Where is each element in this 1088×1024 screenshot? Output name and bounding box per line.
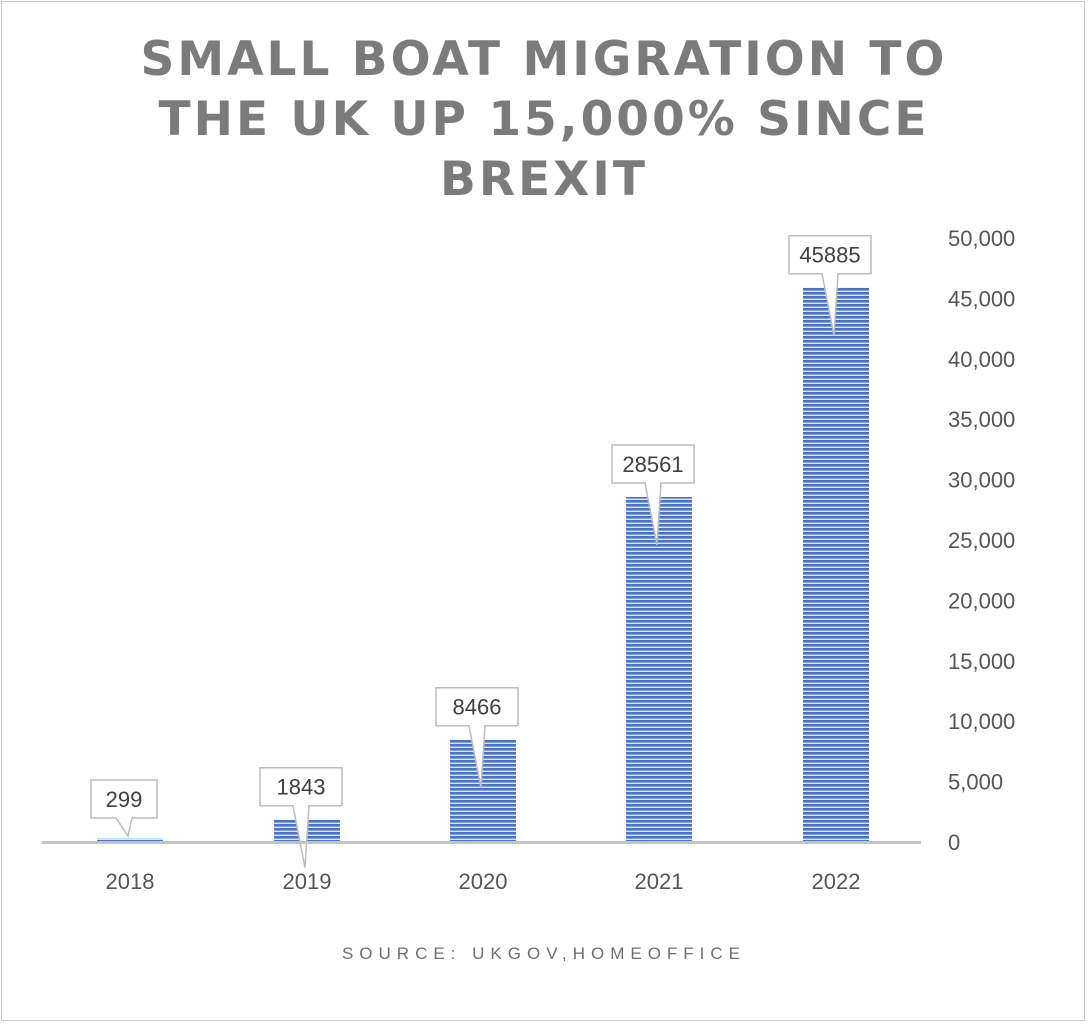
data-label-text: 45885 <box>799 243 860 268</box>
data-label-2018: 299 <box>90 779 158 838</box>
y-tick-label-15000: 15,000 <box>948 649 1015 674</box>
chart-title-line-2: THE UK UP 15,000% SINCE <box>158 92 930 147</box>
x-tick-label-2021: 2021 <box>635 869 684 894</box>
data-label-2022: 45885 <box>788 234 872 336</box>
y-tick-label-30000: 30,000 <box>948 468 1015 493</box>
y-tick-label-50000: 50,000 <box>948 226 1015 251</box>
chart-title-line-3: BREXIT <box>440 152 648 207</box>
y-tick-label-40000: 40,000 <box>948 347 1015 372</box>
data-label-text: 1843 <box>277 775 326 800</box>
chart-title: SMALL BOAT MIGRATION TO THE UK UP 15,000… <box>0 30 1088 210</box>
bar-2022 <box>803 287 869 842</box>
bar-2021 <box>626 496 692 842</box>
y-tick-label-10000: 10,000 <box>948 709 1015 734</box>
y-tick-label-20000: 20,000 <box>948 588 1015 613</box>
bar-2018 <box>97 838 163 842</box>
y-tick-label-35000: 35,000 <box>948 407 1015 432</box>
x-tick-label-2020: 2020 <box>459 869 508 894</box>
x-tick-label-2019: 2019 <box>283 869 332 894</box>
data-label-2019: 1843 <box>259 766 343 868</box>
data-label-text: 28561 <box>622 452 683 477</box>
data-label-callout <box>90 779 158 838</box>
data-label-text: 299 <box>106 787 143 812</box>
y-tick-label-0: 0 <box>948 830 960 855</box>
data-label-callout <box>435 686 519 788</box>
data-label-callout <box>611 444 695 546</box>
y-tick-label-25000: 25,000 <box>948 528 1015 553</box>
y-tick-label-5000: 5,000 <box>948 770 1003 795</box>
data-label-callout <box>788 234 872 336</box>
y-tick-label-45000: 45,000 <box>948 286 1015 311</box>
data-label-text: 8466 <box>453 695 502 720</box>
source-note: SOURCE: UKGOV,HOMEOFFICE <box>341 944 747 963</box>
data-label-2021: 28561 <box>611 444 695 546</box>
x-tick-label-2018: 2018 <box>106 869 155 894</box>
x-tick-label-2022: 2022 <box>812 869 861 894</box>
chart-title-line-1: SMALL BOAT MIGRATION TO <box>140 32 948 87</box>
data-label-2020: 8466 <box>435 686 519 788</box>
data-label-callout <box>259 766 343 868</box>
